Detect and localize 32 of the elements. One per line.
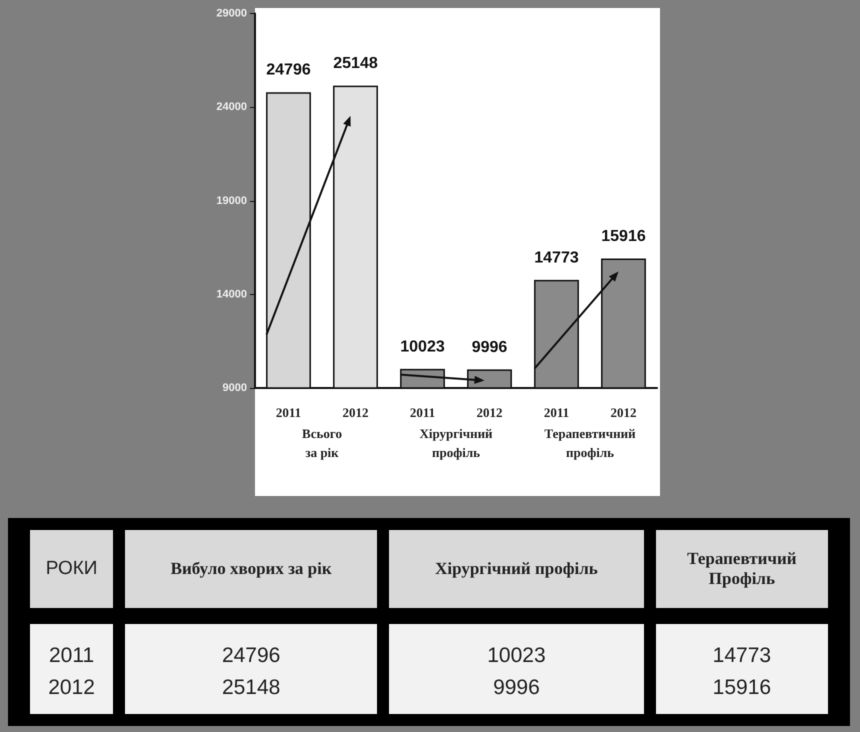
series-label: 2011 <box>30 608 114 672</box>
text: Хірургічний профіль <box>418 425 494 462</box>
data-label: 14773 <box>656 608 828 672</box>
y-tick-label: 24000 <box>216 101 247 114</box>
y-tick-label: 29000 <box>216 8 247 20</box>
x-tick-label: 2011 <box>410 405 436 420</box>
text: Терапевтичний профіль <box>543 425 637 462</box>
data-label: 25148 <box>333 55 378 72</box>
data-label: 24796 <box>125 608 378 672</box>
category-label: Вибуло хворих за рік <box>125 530 378 608</box>
data-label: 25148 <box>125 672 378 714</box>
series-label: 2012 <box>30 672 114 714</box>
data-label: 24796 <box>266 62 311 79</box>
data-label: 9996 <box>389 672 644 714</box>
data-label: 15916 <box>601 228 646 245</box>
x-tick-label: 2011 <box>544 405 570 420</box>
x-tick-label: 2011 <box>276 405 302 420</box>
x-tick-label: 2012 <box>342 405 368 420</box>
data-label: 9996 <box>472 338 508 356</box>
x-tick-label: 2012 <box>610 405 636 420</box>
y-tick-label: 14000 <box>216 288 247 300</box>
y-tick-label: 19000 <box>216 194 247 207</box>
data-label: 10023 <box>400 338 445 356</box>
category-label: Терапевтичий Профіль <box>656 530 828 608</box>
data-label: 14773 <box>534 249 579 266</box>
data-label: 10023 <box>389 608 644 672</box>
y-tick-label: 9000 <box>222 382 247 394</box>
data-label: 15916 <box>656 672 828 714</box>
category-label: Хірургічний профіль <box>389 530 644 608</box>
legend-title: РОКИ <box>30 530 114 608</box>
text: Всього за рік <box>301 425 343 462</box>
x-tick-label: 2012 <box>476 405 502 420</box>
